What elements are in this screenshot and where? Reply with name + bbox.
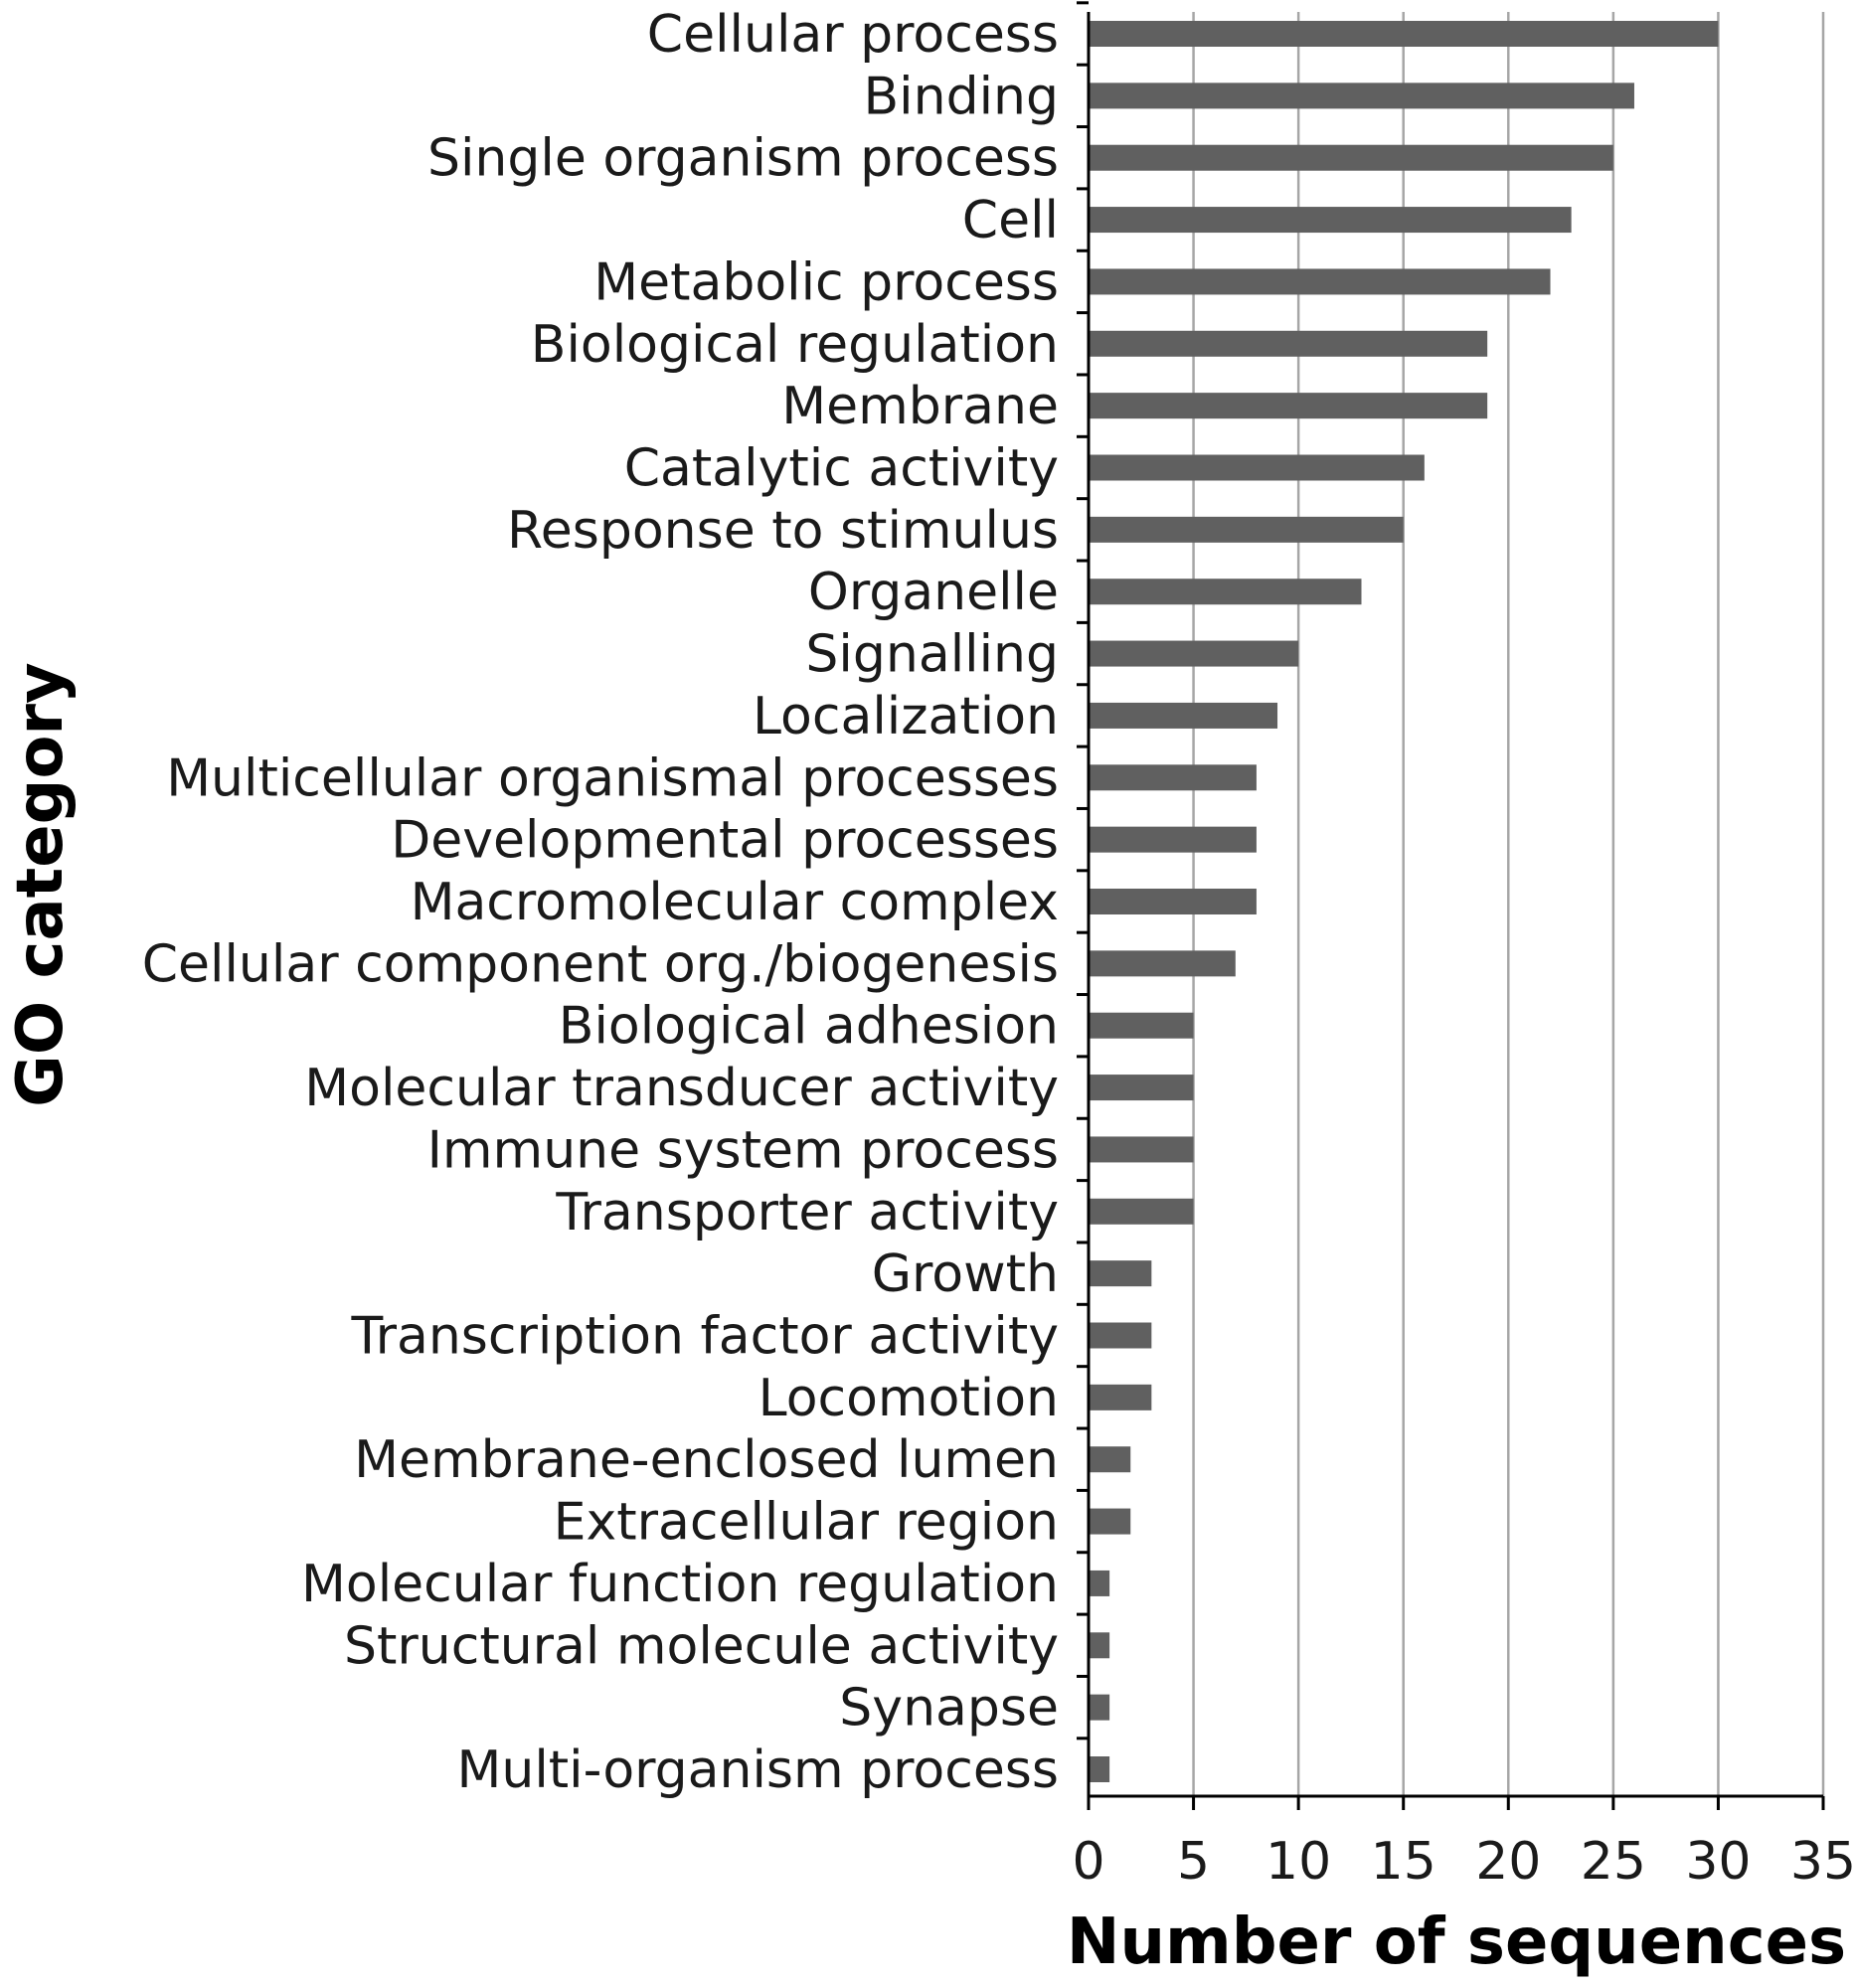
bar: [1089, 1756, 1110, 1782]
bar: [1089, 83, 1634, 109]
category-label: Transcription factor activity: [350, 1307, 1059, 1367]
bar: [1089, 1384, 1152, 1410]
category-label: Metabolic process: [593, 252, 1059, 312]
category-label: Cellular process: [647, 5, 1059, 65]
bar: [1089, 889, 1257, 914]
category-label: Structural molecule activity: [344, 1616, 1059, 1676]
bars: [1089, 21, 1719, 1782]
category-label: Signalling: [805, 625, 1059, 685]
bar: [1089, 640, 1299, 667]
category-label: Immune system process: [427, 1120, 1059, 1180]
bar: [1089, 764, 1257, 791]
bar: [1089, 579, 1362, 605]
category-label: Cell: [962, 191, 1059, 250]
category-label: Binding: [864, 67, 1060, 126]
axes: [1077, 1, 1825, 1810]
category-label: Growth: [872, 1244, 1059, 1304]
category-label: Multicellular organismal processes: [166, 748, 1059, 808]
bar: [1089, 454, 1425, 481]
bar: [1089, 207, 1572, 234]
category-label: Organelle: [808, 563, 1059, 622]
y-axis-title: GO category: [4, 662, 78, 1106]
x-tick-label: 0: [1072, 1832, 1104, 1892]
category-label: Biological regulation: [531, 315, 1059, 375]
bar: [1089, 1075, 1194, 1101]
category-label: Localization: [753, 687, 1059, 746]
x-axis-title: Number of sequences: [1067, 1905, 1846, 1979]
bar: [1089, 516, 1404, 543]
bar: [1089, 1136, 1194, 1163]
bar: [1089, 1632, 1110, 1659]
bar: [1089, 1198, 1194, 1225]
category-label: Membrane-enclosed lumen: [354, 1430, 1059, 1490]
x-tick-label: 10: [1265, 1832, 1331, 1892]
x-tick-label: 25: [1581, 1832, 1646, 1892]
x-tick-label: 35: [1790, 1832, 1856, 1892]
category-label: Cellular component org./biogenesis: [142, 934, 1059, 994]
bar: [1089, 268, 1551, 295]
category-label: Membrane: [781, 377, 1059, 436]
category-label: Single organism process: [427, 129, 1059, 189]
x-tick-label: 15: [1371, 1832, 1436, 1892]
bar: [1089, 21, 1719, 47]
category-label: Transporter activity: [555, 1183, 1059, 1242]
x-tick-label: 20: [1475, 1832, 1541, 1892]
category-label: Locomotion: [759, 1369, 1059, 1428]
bar: [1089, 1012, 1194, 1039]
x-tick-label: 5: [1177, 1832, 1210, 1892]
bar: [1089, 1508, 1131, 1535]
bar: [1089, 330, 1488, 357]
category-label: Multi-organism process: [457, 1740, 1060, 1800]
bar: [1089, 1446, 1131, 1473]
category-label: Synapse: [839, 1679, 1059, 1739]
grid-lines: [1192, 12, 1825, 1796]
bar: [1089, 1570, 1110, 1596]
category-label: Macromolecular complex: [411, 873, 1059, 932]
bar: [1089, 144, 1613, 171]
bar: [1089, 393, 1488, 419]
category-label: Developmental processes: [391, 811, 1059, 871]
bar: [1089, 1694, 1110, 1721]
bar: [1089, 826, 1257, 853]
bar: [1089, 1260, 1152, 1287]
category-label: Extracellular region: [554, 1493, 1059, 1553]
bar: [1089, 950, 1236, 977]
x-tick-label: 30: [1685, 1832, 1751, 1892]
category-label: Molecular transducer activity: [304, 1059, 1059, 1118]
category-label: Response to stimulus: [507, 501, 1059, 561]
x-tick-labels: 0 5 10 15 20 25 30 35: [1072, 1832, 1856, 1892]
category-label: Catalytic activity: [624, 439, 1059, 499]
category-label: Biological adhesion: [559, 997, 1059, 1057]
bar: [1089, 1322, 1152, 1349]
bar: [1089, 702, 1278, 729]
category-label: Molecular function regulation: [301, 1555, 1059, 1614]
